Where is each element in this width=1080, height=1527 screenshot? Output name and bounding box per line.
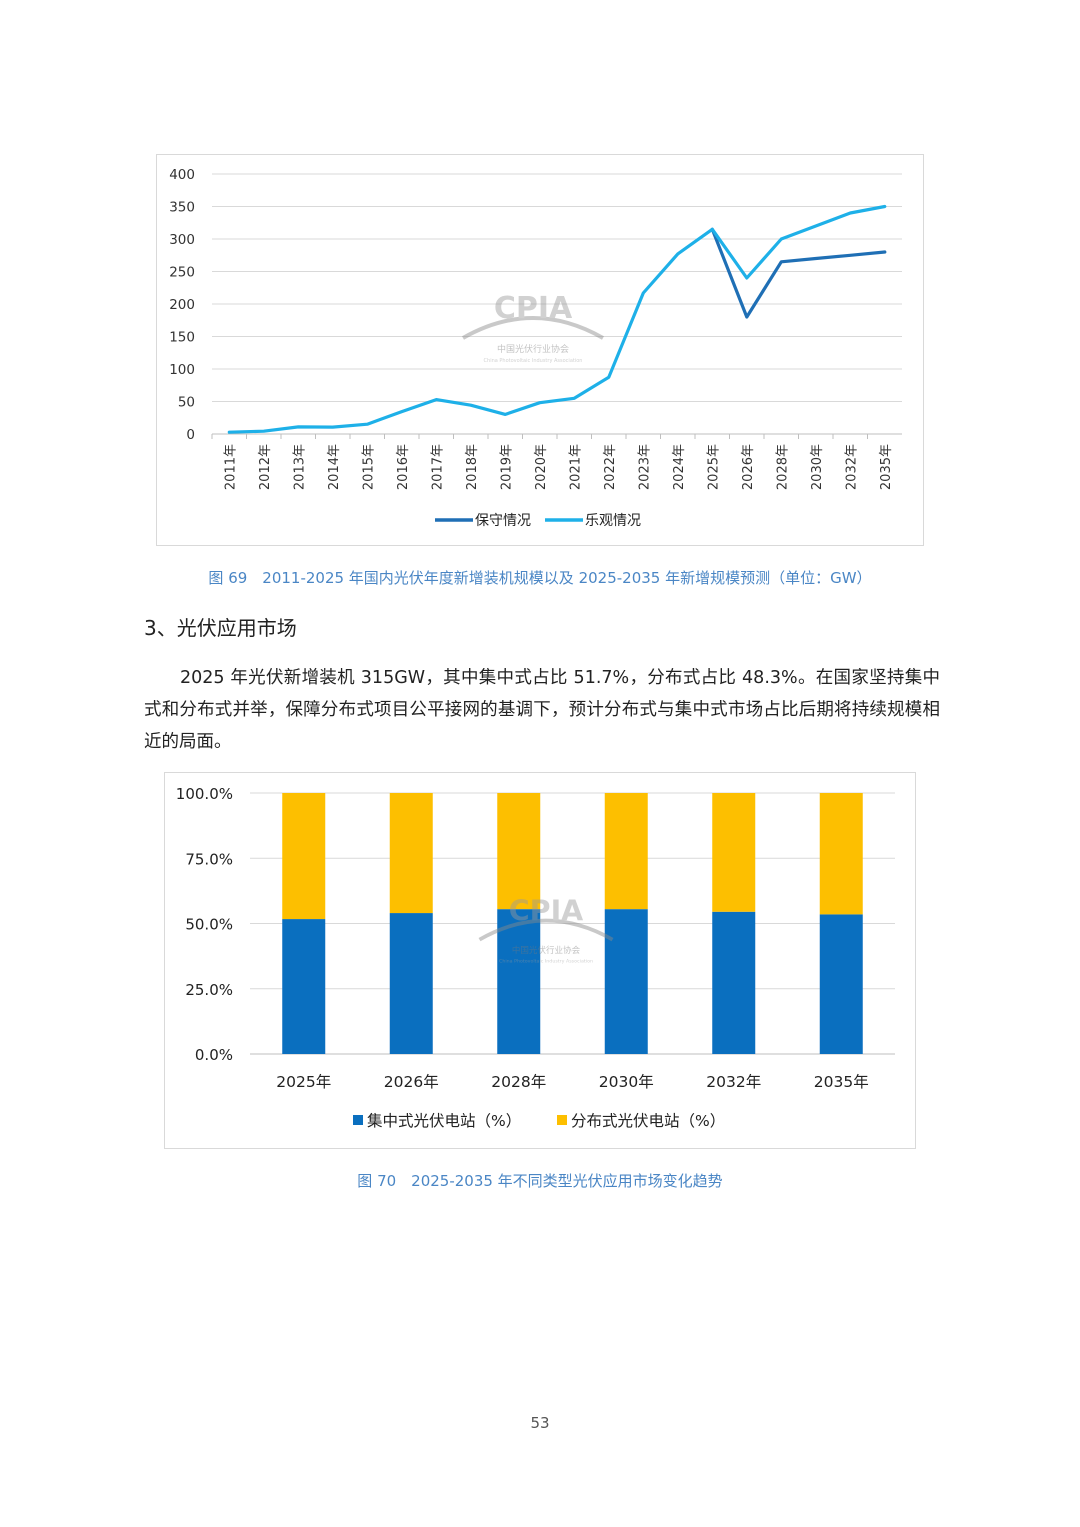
x-tick-label: 2025年 xyxy=(276,1073,331,1091)
legend-swatch xyxy=(353,1115,363,1125)
x-tick-label: 2019年 xyxy=(499,444,514,490)
bar-centralized xyxy=(819,914,863,1054)
watermark-org-en: China Photovoltaic Industry Association xyxy=(484,358,583,364)
bar-centralized xyxy=(497,909,541,1054)
x-tick-label: 2022年 xyxy=(603,444,618,490)
section-heading: 3、光伏应用市场 xyxy=(144,616,297,640)
bar-centralized xyxy=(604,909,648,1054)
bar-centralized xyxy=(282,919,326,1054)
y-tick-label: 25.0% xyxy=(185,981,233,999)
y-tick-label: 0.0% xyxy=(195,1046,233,1064)
bar-distributed xyxy=(497,793,541,910)
x-tick-label: 2012年 xyxy=(258,444,273,490)
legend-label: 保守情况 xyxy=(475,513,531,529)
y-tick-label: 100 xyxy=(169,362,195,378)
y-tick-label: 350 xyxy=(169,200,195,216)
x-tick-label: 2028年 xyxy=(491,1073,546,1091)
y-tick-label: 300 xyxy=(169,232,195,248)
y-tick-label: 0 xyxy=(186,427,195,443)
x-tick-label: 2011年 xyxy=(223,444,238,490)
watermark-org-cn: 中国光伏行业协会 xyxy=(512,944,581,956)
bar-distributed xyxy=(604,793,648,910)
y-tick-label: 50 xyxy=(178,395,195,411)
watermark-org-en: China Photovoltaic Industry Association xyxy=(499,958,593,964)
stacked-bar-chart: 0.0% 25.0% 50.0% 75.0% 100.0% 2025年 2026年 2028年… xyxy=(176,785,895,1130)
bar-centralized xyxy=(389,913,433,1054)
x-tick-label: 2025年 xyxy=(706,444,721,490)
watermark-logo: CPIA 中国光伏行业协会 China Photovoltaic Industry … xyxy=(478,895,614,964)
x-tick-label: 2032年 xyxy=(844,444,859,490)
figure-69-caption: 图 69 2011-2025 年国内光伏年度新增装机规模以及 2025-2035… xyxy=(208,569,872,587)
x-tick-label: 2016年 xyxy=(396,444,411,490)
y-tick-label: 250 xyxy=(169,265,195,281)
legend-label: 乐观情况 xyxy=(585,513,641,529)
x-tick-label: 2035年 xyxy=(879,444,894,490)
x-tick-label: 2030年 xyxy=(810,444,825,490)
y-tick-label: 400 xyxy=(169,167,195,183)
page-number: 53 xyxy=(530,1414,550,1432)
line-chart-container: 0 50 100 150 200 250 300 350 400 2011年 2012年 2013年 2… xyxy=(156,154,924,546)
x-tick-label: 2032年 xyxy=(706,1073,761,1091)
x-tick-label: 2017年 xyxy=(430,444,445,490)
y-tick-label: 150 xyxy=(169,330,195,346)
legend-label: 集中式光伏电站（%） xyxy=(367,1112,521,1130)
x-tick-label: 2035年 xyxy=(814,1073,869,1091)
y-tick-label: 50.0% xyxy=(185,916,233,934)
bar-distributed xyxy=(389,793,433,914)
series-line-optimistic xyxy=(227,204,887,434)
x-tick-label: 2028年 xyxy=(775,444,790,490)
y-tick-label: 200 xyxy=(169,297,195,313)
y-tick-label: 75.0% xyxy=(185,850,233,868)
bar-distributed xyxy=(819,793,863,915)
x-tick-label: 2023年 xyxy=(637,444,652,490)
y-tick-label: 100.0% xyxy=(176,785,233,803)
series-line-conservative xyxy=(710,227,887,319)
x-tick-label: 2030年 xyxy=(599,1073,654,1091)
x-tick-label: 2013年 xyxy=(292,444,307,490)
x-tick-label: 2024年 xyxy=(672,444,687,490)
bar-distributed xyxy=(712,793,756,912)
x-tick-label: 2021年 xyxy=(568,444,583,490)
watermark-logo-text: CPIA xyxy=(509,895,583,928)
x-tick-label: 2026年 xyxy=(384,1073,439,1091)
watermark-org-cn: 中国光伏行业协会 xyxy=(497,343,569,355)
watermark-arc xyxy=(462,316,604,340)
watermark-logo: CPIA 中国光伏行业协会 China Photovoltaic Industry … xyxy=(462,291,604,364)
x-tick-label: 2026年 xyxy=(741,444,756,490)
stacked-bar-chart-container: 0.0% 25.0% 50.0% 75.0% 100.0% 2025年 2026年 2028年… xyxy=(164,772,916,1149)
watermark-logo-text: CPIA xyxy=(494,291,573,326)
legend-label: 分布式光伏电站（%） xyxy=(571,1112,725,1130)
bar-distributed xyxy=(282,793,326,920)
line-chart: 0 50 100 150 200 250 300 350 400 2011年 2012年 2013年 2… xyxy=(169,167,902,529)
watermark-arc xyxy=(478,918,614,942)
x-tick-label: 2018年 xyxy=(465,444,480,490)
bar-centralized xyxy=(712,911,756,1054)
legend-swatch xyxy=(557,1115,567,1125)
x-tick-label: 2014年 xyxy=(327,444,342,490)
figure-70-caption: 图 70 2025-2035 年不同类型光伏应用市场变化趋势 xyxy=(357,1172,723,1190)
x-tick-label: 2020年 xyxy=(534,444,549,490)
x-tick-label: 2015年 xyxy=(361,444,376,490)
section-paragraph: 2025 年光伏新增装机 315GW，其中集中式占比 51.7%，分布式占比 4… xyxy=(144,668,940,752)
